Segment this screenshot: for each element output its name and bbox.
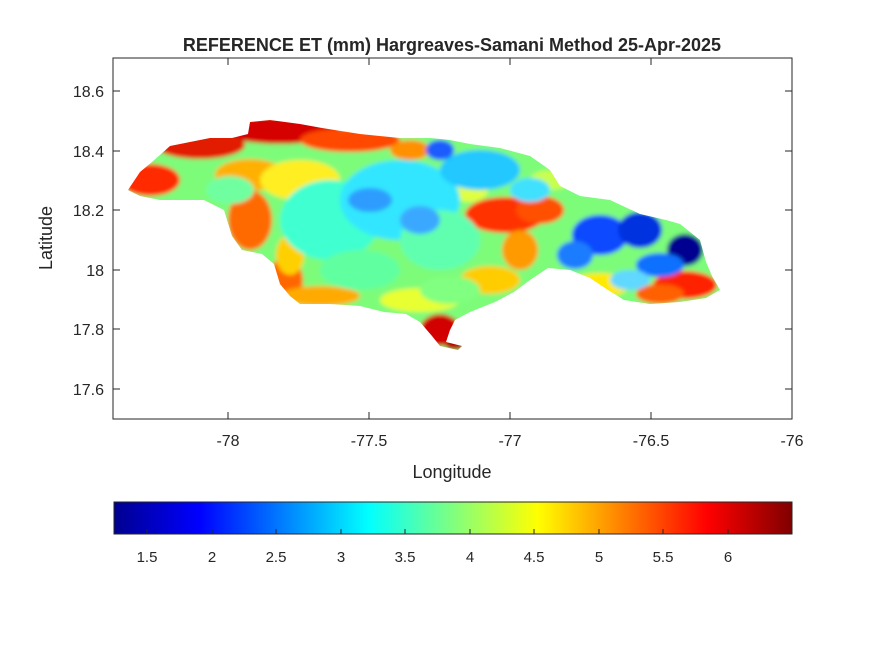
y-axis-ticks: 18.6 18.4 18.2 18 17.8 17.6: [73, 84, 104, 399]
y-tick-marks: [113, 90, 792, 390]
y-tick-label: 17.6: [73, 382, 104, 399]
y-tick-label: 18.2: [73, 203, 104, 220]
et-field-patch: [610, 270, 650, 290]
et-field-patch: [348, 188, 392, 212]
et-field-patch: [320, 250, 400, 290]
y-tick-label: 17.8: [73, 322, 104, 339]
et-field-patch: [280, 286, 360, 306]
colorbar-tick-label: 3.5: [395, 549, 416, 566]
colorbar-tick-label: 2: [208, 549, 216, 566]
y-tick-label: 18.6: [73, 84, 104, 101]
x-axis-label: Longitude: [412, 462, 491, 482]
colorbar-tick-label: 6: [724, 549, 732, 566]
y-tick-label: 18.4: [73, 144, 104, 161]
colorbar-tick-label: 3: [337, 549, 345, 566]
et-field-patch: [400, 206, 440, 234]
et-field-patch: [502, 230, 538, 270]
et-field-patch: [636, 284, 684, 304]
et-field-patch: [618, 212, 662, 248]
et-field-patch: [510, 178, 550, 202]
colorbar-tick-label: 2.5: [266, 549, 287, 566]
x-axis-ticks: -78 -77.5 -77 -76.5 -76: [216, 433, 803, 450]
colorbar: [113, 501, 793, 535]
et-field-patch: [557, 241, 593, 269]
colorbar-tick-label: 4: [466, 549, 474, 566]
map-title: REFERENCE ET (mm) Hargreaves-Samani Meth…: [183, 35, 721, 55]
y-tick-label: 18: [86, 263, 104, 280]
x-tick-marks: [227, 58, 652, 419]
y-axis-label: Latitude: [36, 206, 56, 270]
colorbar-tick-label: 5: [595, 549, 603, 566]
colorbar-tick-label: 1.5: [137, 549, 158, 566]
et-field-patch: [390, 140, 430, 160]
et-field-patch: [228, 190, 272, 250]
x-tick-label: -77.5: [351, 433, 388, 450]
x-tick-label: -76.5: [633, 433, 670, 450]
x-tick-label: -77: [498, 433, 521, 450]
et-field-patch: [636, 253, 684, 277]
colorbar-tick-label: 5.5: [653, 549, 674, 566]
x-tick-label: -76: [780, 433, 803, 450]
et-field-patch: [420, 276, 480, 304]
et-field-patch: [426, 140, 454, 160]
et-field-patch: [516, 196, 564, 224]
colorbar-tick-label: 4.5: [524, 549, 545, 566]
x-tick-label: -78: [216, 433, 239, 450]
et-field-patch: [206, 176, 254, 204]
et-field-patch: [440, 150, 520, 190]
colorbar-ticks: 1.5 2 2.5 3 3.5 4 4.5 5 5.5 6: [137, 549, 733, 566]
colorbar-tick-marks: [146, 529, 729, 534]
